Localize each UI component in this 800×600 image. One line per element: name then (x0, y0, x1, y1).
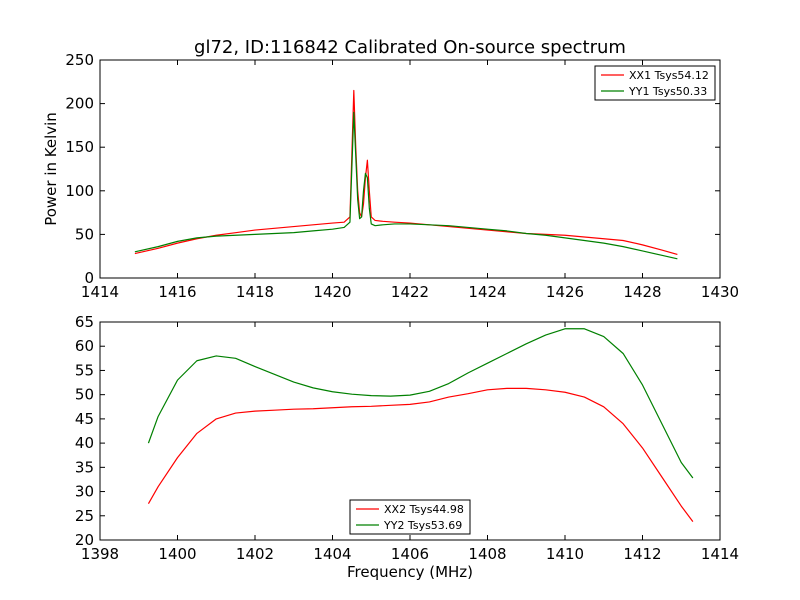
top-chart-ylabel: Power in Kelvin (42, 112, 60, 226)
top-xtick-label-0: 1414 (81, 283, 119, 301)
bottom-chart-frame (99, 321, 721, 541)
bottom-ytick-label-8: 60 (75, 337, 94, 355)
bottom-ytick-label-2: 30 (75, 483, 94, 501)
bottom-ytick-label-7: 55 (75, 361, 94, 379)
bottom-ytick-label-5: 45 (75, 410, 94, 428)
top-legend-label-yy1: YY1 Tsys50.33 (628, 85, 707, 98)
top-xtick-label-3: 1420 (313, 283, 351, 301)
bottom-ytick-label-0: 20 (75, 531, 94, 549)
bottom-xtick-label-8: 1414 (701, 545, 739, 563)
bottom-legend-label-xx2: XX2 Tsys44.98 (384, 503, 464, 516)
bottom-series-line-1 (147, 328, 694, 479)
top-legend-label-xx1: XX1 Tsys54.12 (629, 69, 709, 82)
top-xtick-label-5: 1424 (468, 283, 506, 301)
bottom-xtick-label-6: 1410 (546, 545, 584, 563)
top-chart-plot: 1414 1416 1418 1420 1422 1424 1426 1428 1430 0 50 1… (65, 51, 739, 301)
bottom-ytick-label-6: 50 (75, 386, 94, 404)
bottom-ytick-label-3: 35 (75, 458, 94, 476)
bottom-legend-label-yy2: YY2 Tsys53.69 (383, 519, 462, 532)
top-xtick-label-2: 1418 (236, 283, 274, 301)
bottom-xtick-label-0: 1398 (81, 545, 119, 563)
bottom-xtick-label-7: 1412 (623, 545, 661, 563)
bottom-ytick-label-1: 25 (75, 507, 94, 525)
top-ytick-label-0: 0 (84, 269, 94, 287)
bottom-xtick-label-4: 1406 (391, 545, 429, 563)
top-chart-frame (99, 59, 721, 279)
top-chart-title: gl72, ID:116842 Calibrated On-source spe… (194, 37, 626, 58)
top-xtick-label-4: 1422 (391, 283, 429, 301)
bottom-chart: Frequency (MHz) 1398 1400 1402 1404 1406 1408… (75, 313, 739, 581)
top-xtick-label-1: 1416 (158, 283, 196, 301)
bottom-chart-legend: XX2 Tsys44.98 YY2 Tsys53.69 (349, 499, 471, 535)
top-ytick-label-4: 200 (65, 95, 94, 113)
bottom-chart-plot: 1398 1400 1402 1404 1406 1408 1410 1412 1414 20 25… (75, 313, 739, 563)
top-ytick-label-5: 250 (65, 51, 94, 69)
bottom-legend-box (349, 499, 471, 535)
top-chart-legend: XX1 Tsys54.12 YY1 Tsys50.33 (594, 65, 716, 101)
top-ytick-label-1: 50 (75, 225, 94, 243)
bottom-series-line-0 (147, 387, 694, 522)
top-chart: gl72, ID:116842 Calibrated On-source spe… (42, 37, 739, 301)
top-series-line-1 (134, 111, 678, 260)
bottom-xtick-label-3: 1404 (313, 545, 351, 563)
bottom-ytick-label-4: 40 (75, 434, 94, 452)
top-xtick-label-7: 1428 (623, 283, 661, 301)
top-series-line-0 (134, 89, 678, 256)
bottom-xtick-label-1: 1400 (158, 545, 196, 563)
bottom-xtick-label-5: 1408 (468, 545, 506, 563)
top-xtick-label-8: 1430 (701, 283, 739, 301)
bottom-xtick-label-2: 1402 (236, 545, 274, 563)
top-ytick-label-2: 100 (65, 182, 94, 200)
bottom-ytick-label-9: 65 (75, 313, 94, 331)
top-xtick-label-6: 1426 (546, 283, 584, 301)
bottom-chart-xlabel: Frequency (MHz) (347, 563, 473, 581)
top-legend-box (594, 65, 716, 101)
top-ytick-label-3: 150 (65, 138, 94, 156)
